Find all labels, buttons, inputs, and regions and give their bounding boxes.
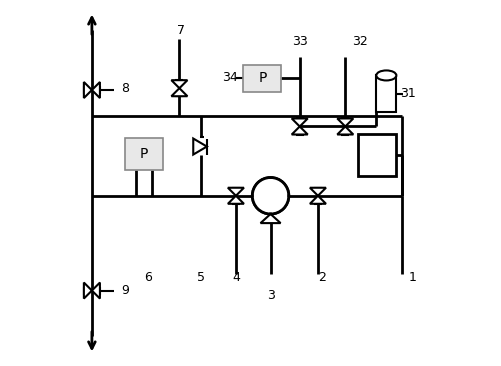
- Text: 32: 32: [352, 35, 368, 48]
- Bar: [358, 134, 396, 176]
- Circle shape: [253, 178, 289, 214]
- Polygon shape: [171, 80, 187, 88]
- Text: 2: 2: [318, 270, 326, 284]
- Text: 6: 6: [144, 270, 152, 284]
- Text: P: P: [258, 71, 267, 85]
- Polygon shape: [84, 283, 92, 299]
- Polygon shape: [171, 88, 187, 96]
- Ellipse shape: [376, 70, 396, 81]
- Text: 8: 8: [121, 82, 129, 96]
- Bar: [376, 75, 396, 112]
- Text: 31: 31: [400, 87, 416, 100]
- Polygon shape: [92, 283, 100, 299]
- Polygon shape: [310, 196, 326, 204]
- Polygon shape: [228, 196, 244, 204]
- Text: 4: 4: [232, 270, 240, 284]
- Text: 3: 3: [267, 289, 275, 302]
- Polygon shape: [261, 214, 281, 223]
- Text: 7: 7: [177, 24, 185, 37]
- Polygon shape: [193, 138, 207, 154]
- Polygon shape: [92, 82, 100, 98]
- Wedge shape: [271, 179, 288, 196]
- Polygon shape: [84, 82, 92, 98]
- Text: 34: 34: [222, 71, 238, 84]
- Text: P: P: [140, 147, 148, 161]
- Wedge shape: [254, 179, 271, 196]
- Bar: [243, 64, 282, 92]
- Bar: [125, 138, 163, 170]
- Text: 9: 9: [121, 284, 129, 297]
- Wedge shape: [254, 196, 271, 213]
- Polygon shape: [292, 127, 308, 135]
- Text: 1: 1: [409, 270, 417, 284]
- Polygon shape: [337, 127, 353, 135]
- Text: 33: 33: [292, 35, 308, 48]
- Text: 5: 5: [197, 270, 205, 284]
- Polygon shape: [337, 119, 353, 127]
- Polygon shape: [292, 119, 308, 127]
- Polygon shape: [310, 188, 326, 196]
- Polygon shape: [228, 188, 244, 196]
- Wedge shape: [271, 196, 288, 213]
